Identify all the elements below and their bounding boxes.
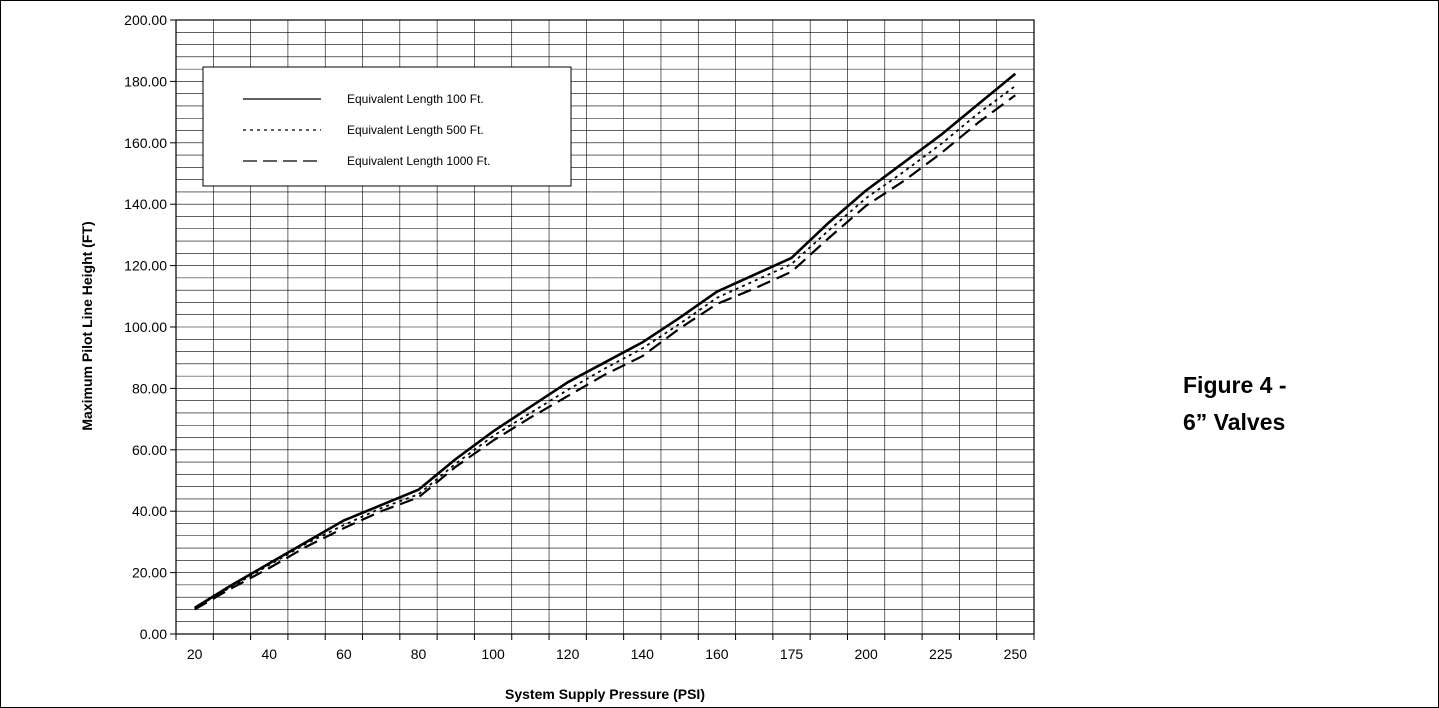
x-tick-label: 80 bbox=[411, 646, 427, 662]
series-line-3 bbox=[194, 94, 1016, 611]
figure-caption: Figure 4 - 6” Valves bbox=[1183, 367, 1287, 441]
y-tick-label: 40.00 bbox=[132, 503, 167, 519]
x-tick-label: 160 bbox=[705, 646, 729, 662]
y-tick-label: 0.00 bbox=[140, 626, 167, 642]
legend-label-3: Equivalent Length 1000 Ft. bbox=[347, 154, 490, 168]
x-tick-label: 250 bbox=[1004, 646, 1028, 662]
y-tick-label: 60.00 bbox=[132, 442, 167, 458]
x-tick-labels: 20 40 60 80 100 120 140 160 175 200 225 250 bbox=[187, 646, 1027, 662]
legend: Equivalent Length 100 Ft. Equivalent Leng… bbox=[202, 66, 572, 187]
y-tick-label: 200.00 bbox=[124, 12, 167, 28]
x-tick-label: 60 bbox=[336, 646, 352, 662]
y-tick-label: 80.00 bbox=[132, 380, 167, 396]
x-tick-label: 140 bbox=[631, 646, 655, 662]
legend-box bbox=[202, 66, 572, 187]
y-axis-title: Maximum Pilot Line Height (FT) bbox=[79, 221, 95, 430]
y-tick-label: 180.00 bbox=[124, 73, 167, 89]
legend-label-1: Equivalent Length 100 Ft. bbox=[347, 92, 484, 106]
x-tick-label: 225 bbox=[929, 646, 953, 662]
x-axis-title: System Supply Pressure (PSI) bbox=[505, 686, 705, 702]
y-tick-label: 140.00 bbox=[124, 196, 167, 212]
x-tick-label: 120 bbox=[556, 646, 580, 662]
axes bbox=[170, 19, 1035, 640]
y-tick-label: 100.00 bbox=[124, 319, 167, 335]
y-tick-label: 20.00 bbox=[132, 565, 167, 581]
y-tick-label: 160.00 bbox=[124, 135, 167, 151]
x-tick-label: 200 bbox=[854, 646, 878, 662]
figure-caption-line-1: Figure 4 - bbox=[1183, 372, 1287, 398]
x-tick-label: 20 bbox=[187, 646, 203, 662]
x-tick-label: 40 bbox=[261, 646, 277, 662]
y-tick-labels: 0.00 20.00 40.00 60.00 80.00 100.00 120.00 140.… bbox=[124, 12, 167, 642]
x-tick-label: 175 bbox=[780, 646, 804, 662]
series-line-2 bbox=[194, 85, 1016, 609]
series-layer bbox=[194, 72, 1017, 611]
figure-caption-line-2: 6” Valves bbox=[1183, 409, 1286, 435]
y-tick-label: 120.00 bbox=[124, 258, 167, 274]
series-line-1 bbox=[194, 72, 1017, 610]
x-tick-label: 100 bbox=[481, 646, 505, 662]
legend-label-2: Equivalent Length 500 Ft. bbox=[347, 123, 484, 137]
